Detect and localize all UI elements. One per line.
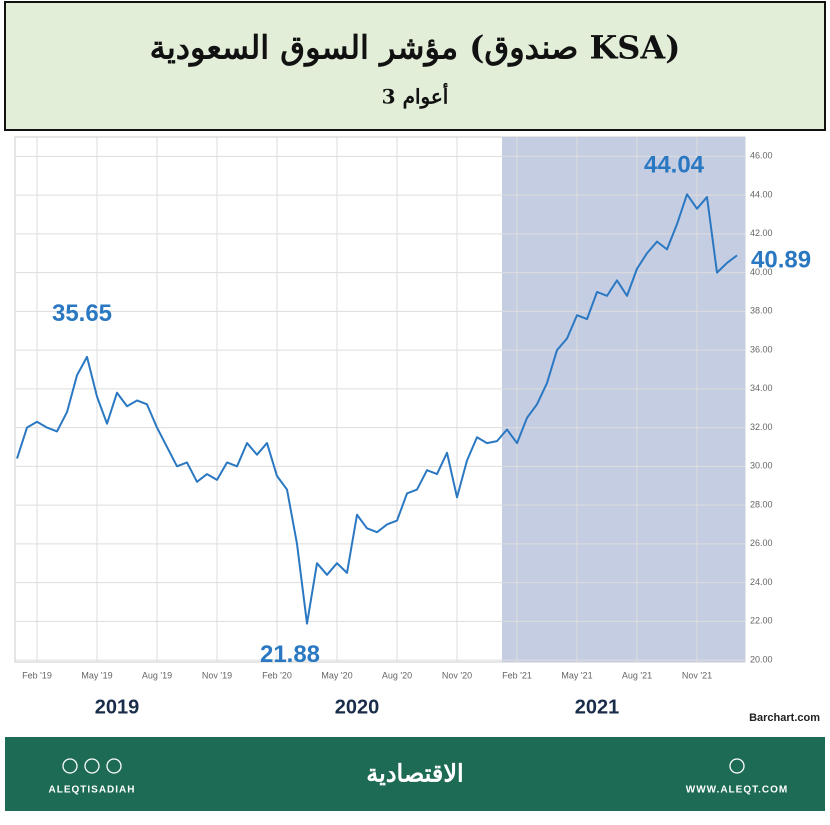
footer-handle: ALEQTISADIAH [49,785,136,796]
y-tick-label: 28.00 [750,499,773,509]
y-tick-label: 38.00 [750,306,773,316]
x-tick-label: May '20 [321,670,352,680]
x-tick-label: May '19 [81,670,112,680]
y-tick-label: 32.00 [750,422,773,432]
social-icons [62,758,745,774]
y-tick-label: 24.00 [750,577,773,587]
year-label: 2019 [95,696,140,718]
y-tick-label: 46.00 [750,151,773,161]
footer-band [5,737,825,811]
title-box [4,1,826,131]
x-tick-label: Nov '20 [442,670,472,680]
price-line [16,193,738,625]
x-tick-label: Feb '20 [262,670,292,680]
y-tick-label: 42.00 [750,228,773,238]
year-label: 2021 [575,696,620,718]
footer-website: WWW.ALEQT.COM [686,785,788,796]
highlight-region [502,137,745,662]
x-tick-label: Nov '21 [682,670,712,680]
y-tick-label: 36.00 [750,344,773,354]
value-label: 21.88 [260,641,320,668]
source: Barchart.com [749,712,820,724]
y-tick-label: 20.00 [750,654,773,664]
year-label: 2020 [335,696,380,718]
x-tick-label: Feb '19 [22,670,52,680]
y-tick-label: 40.00 [750,267,773,277]
chart-title: مؤشر السوق السعودية (صندوق KSA) [150,29,681,68]
value-label: 44.04 [644,152,705,179]
y-tick-label: 30.00 [750,461,773,471]
x-tick-label: Nov '19 [202,670,232,680]
x-tick-label: Aug '19 [142,670,172,680]
y-tick-label: 44.00 [750,189,773,199]
x-tick-label: Aug '20 [382,670,412,680]
y-tick-label: 26.00 [750,538,773,548]
x-tick-label: Feb '21 [502,670,532,680]
value-label: 35.65 [52,300,112,327]
y-tick-label: 22.00 [750,616,773,626]
value-label: 40.89 [751,247,811,274]
x-tick-label: May '21 [561,670,592,680]
y-tick-label: 34.00 [750,383,773,393]
x-tick-label: Aug '21 [622,670,652,680]
footer-logo: الاقتصادية [366,760,463,787]
chart-subtitle: 3 أعوام [382,83,449,110]
